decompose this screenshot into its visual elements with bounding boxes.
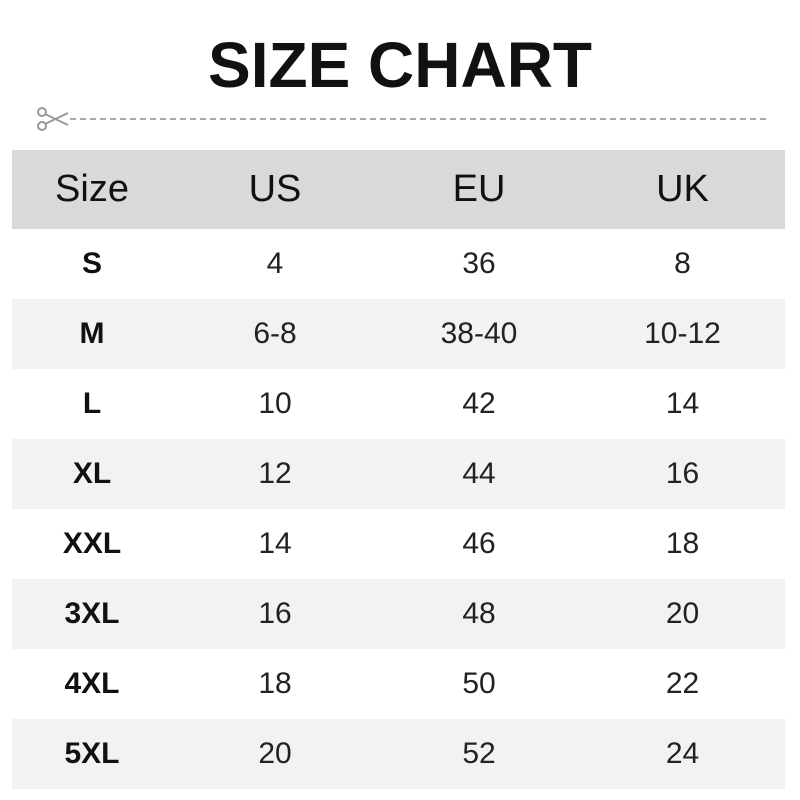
header-eu: EU: [452, 168, 506, 210]
cell-size: XL: [72, 457, 112, 490]
cell-uk: 10-12: [644, 317, 721, 350]
cell-us: 4: [266, 247, 284, 280]
page-title: SIZE CHART: [208, 29, 592, 101]
cell-us: 6-8: [253, 317, 297, 350]
cell-size: 5XL: [64, 737, 120, 770]
cut-line: [36, 106, 766, 132]
cell-us: 20: [258, 737, 292, 770]
cell-uk: 14: [665, 387, 700, 420]
cell-eu: 52: [462, 737, 496, 770]
table-header: Size US EU UK: [12, 150, 785, 229]
cell-us: 18: [258, 667, 292, 700]
table-row: 5XL 20 52 24: [12, 719, 785, 789]
cell-size: L: [82, 387, 102, 420]
cell-us: 16: [258, 597, 292, 630]
cell-eu: 46: [462, 527, 496, 560]
cell-uk: 8: [674, 247, 691, 280]
cell-eu: 44: [462, 457, 496, 490]
cell-uk: 20: [665, 597, 700, 630]
cell-size: 4XL: [64, 667, 120, 700]
cell-eu: 36: [462, 247, 496, 280]
cell-eu: 50: [462, 667, 496, 700]
cell-size: S: [81, 247, 102, 280]
cell-us: 12: [258, 457, 292, 490]
table-row: M 6-8 38-40 10-12: [12, 299, 785, 369]
cell-eu: 42: [462, 387, 496, 420]
table-row: 4XL 18 50 22: [12, 649, 785, 719]
table-row: S 4 36 8: [12, 229, 785, 299]
table-row: L 10 42 14: [12, 369, 785, 439]
cell-us: 10: [258, 387, 292, 420]
cell-eu: 38-40: [440, 317, 518, 350]
table-row: 3XL 16 48 20: [12, 579, 785, 649]
cell-size: M: [79, 317, 105, 350]
size-table: Size US EU UK S 4 36 8 M 6-8 38-40 10-12 L 10 42 14…: [12, 150, 785, 789]
header-size: Size: [55, 168, 129, 210]
cell-uk: 16: [665, 457, 700, 490]
cell-uk: 24: [665, 737, 700, 770]
header-us: US: [248, 168, 302, 210]
table-row: XL 12 44 16: [12, 439, 785, 509]
cell-eu: 48: [462, 597, 496, 630]
cell-uk: 18: [665, 527, 700, 560]
cell-size: XXL: [62, 527, 122, 560]
cell-size: 3XL: [64, 597, 120, 630]
table-row: XXL 14 46 18: [12, 509, 785, 579]
cell-uk: 22: [665, 667, 700, 700]
cell-us: 14: [258, 527, 292, 560]
header-uk: UK: [656, 168, 709, 210]
scissors-icon: [37, 107, 69, 131]
